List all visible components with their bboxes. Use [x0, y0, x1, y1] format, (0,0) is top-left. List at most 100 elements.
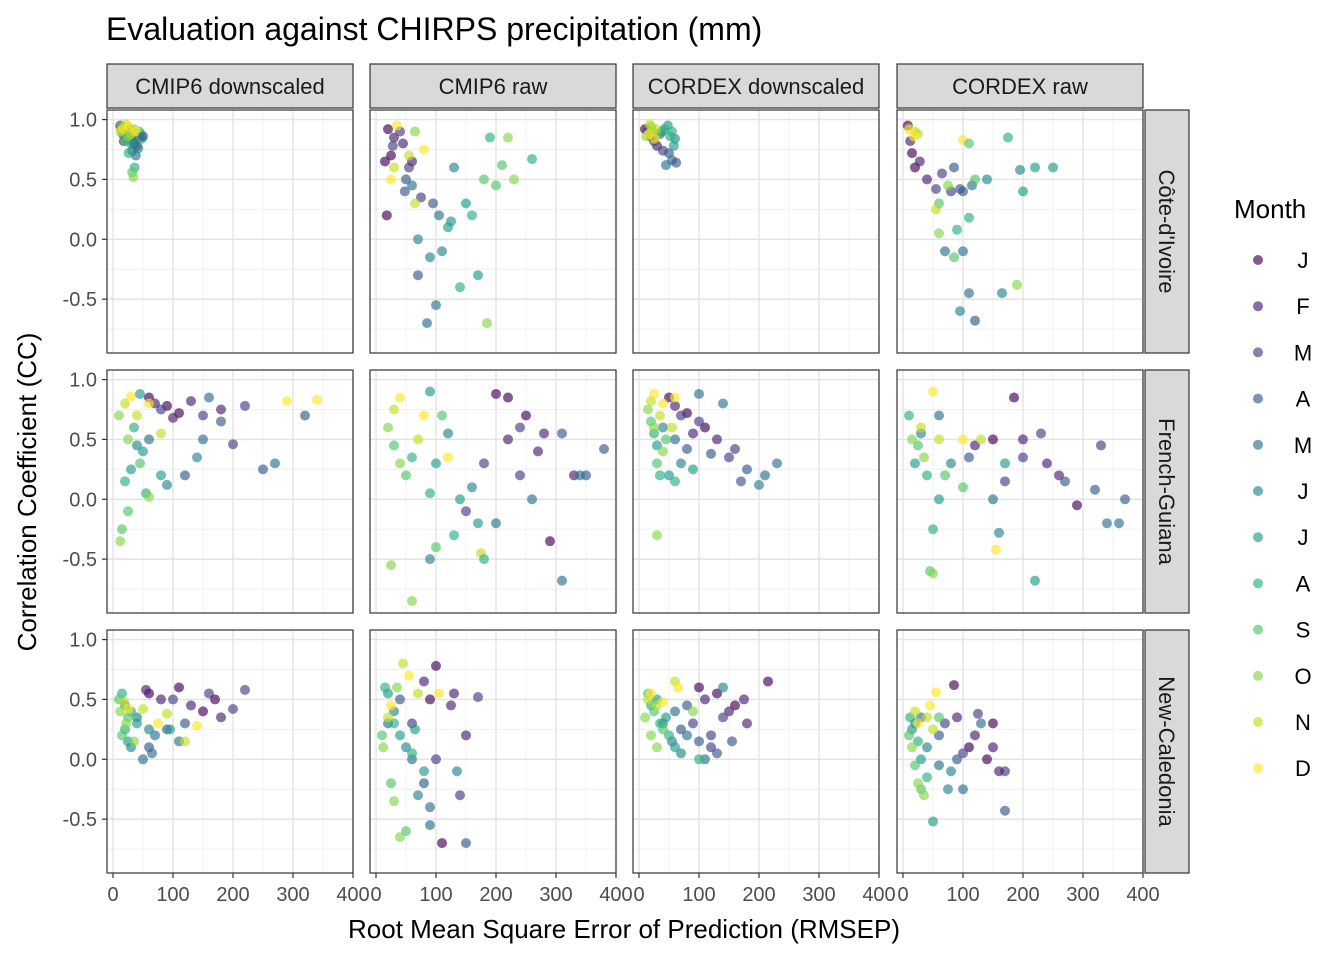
data-point: [387, 140, 398, 151]
data-point: [1030, 575, 1040, 586]
panel-background: [897, 630, 1143, 873]
data-point: [282, 396, 292, 407]
panel-border: [896, 369, 1144, 614]
data-point: [949, 252, 959, 263]
panel-background: [370, 370, 616, 613]
data-point: [931, 204, 941, 215]
facet-panel: [370, 110, 617, 353]
data-point: [126, 391, 136, 402]
data-point: [1114, 518, 1124, 529]
data-point: [144, 491, 154, 502]
column-strip: [106, 63, 354, 109]
data-point: [138, 704, 148, 715]
data-point: [431, 754, 441, 765]
y-tick-label: 1.0: [69, 370, 97, 392]
data-point: [659, 124, 670, 135]
legend-key: [1253, 347, 1263, 358]
data-point: [138, 754, 148, 765]
data-point: [742, 464, 752, 475]
data-point: [922, 772, 932, 783]
data-point: [386, 174, 396, 185]
column-strip-label: CMIP6 downscaled: [135, 74, 325, 99]
legend-key: [1253, 393, 1263, 404]
data-point: [952, 224, 962, 235]
data-point: [964, 288, 974, 299]
data-point: [129, 736, 139, 747]
y-tick-label: -0.5: [63, 809, 97, 831]
data-point: [437, 838, 447, 849]
data-point: [198, 706, 208, 717]
legend-key: [1253, 301, 1263, 312]
data-point: [434, 688, 444, 699]
row-strip: [1144, 109, 1190, 354]
data-point: [958, 482, 968, 493]
data-point: [922, 742, 932, 753]
data-point: [198, 410, 208, 421]
data-point: [180, 718, 190, 729]
data-point: [422, 318, 432, 329]
data-point: [133, 143, 144, 154]
data-point: [904, 730, 914, 741]
panel-points: [902, 120, 1058, 326]
data-point: [658, 422, 668, 433]
data-point: [410, 126, 420, 137]
facet-panel: [897, 110, 1144, 353]
data-point: [694, 736, 704, 747]
data-point: [312, 394, 322, 405]
data-point: [240, 400, 250, 411]
data-point: [922, 174, 932, 185]
data-point: [399, 186, 410, 197]
data-point: [410, 724, 420, 735]
data-point: [928, 816, 938, 827]
legend-label: D: [1295, 756, 1311, 781]
data-point: [649, 422, 659, 433]
data-point: [425, 488, 435, 499]
data-point: [509, 174, 519, 185]
panel-border: [896, 109, 1144, 354]
data-point: [988, 494, 998, 505]
data-point: [413, 234, 423, 245]
data-point: [724, 452, 734, 463]
panel-border: [106, 369, 354, 614]
data-point: [646, 688, 656, 699]
y-tick-label: -0.5: [63, 549, 97, 571]
data-point: [455, 494, 465, 505]
data-point: [156, 428, 166, 439]
y-tick-label: 0.0: [69, 489, 97, 511]
data-point: [386, 560, 396, 571]
row-strip: [1144, 369, 1190, 614]
data-point: [940, 470, 950, 481]
y-tick-label: 0.5: [69, 169, 97, 191]
data-point: [120, 398, 130, 409]
data-point: [192, 452, 202, 463]
data-point: [228, 704, 238, 715]
x-tick-label: 200: [216, 884, 249, 906]
y-tick-label: 0.5: [69, 429, 97, 451]
data-point: [419, 676, 429, 687]
data-point: [661, 434, 671, 445]
x-tick-label: 0: [897, 884, 908, 906]
data-point: [943, 180, 953, 191]
data-point: [491, 388, 501, 399]
data-point: [1018, 434, 1028, 445]
data-point: [1090, 484, 1100, 495]
data-point: [377, 730, 387, 741]
data-point: [667, 126, 677, 137]
data-point: [646, 730, 656, 741]
data-point: [398, 658, 408, 669]
facet-panel: [107, 110, 354, 353]
data-point: [156, 470, 166, 481]
data-point: [934, 494, 944, 505]
data-point: [934, 410, 944, 421]
data-point: [258, 464, 268, 475]
data-point: [389, 404, 399, 415]
data-point: [144, 724, 154, 735]
column-strip-label: CORDEX raw: [952, 74, 1088, 99]
data-point: [437, 246, 447, 257]
data-point: [658, 446, 668, 457]
data-point: [491, 180, 501, 191]
panel-points: [377, 658, 483, 849]
data-point: [539, 428, 549, 439]
x-tick-label: 300: [539, 884, 572, 906]
data-point: [117, 730, 127, 741]
